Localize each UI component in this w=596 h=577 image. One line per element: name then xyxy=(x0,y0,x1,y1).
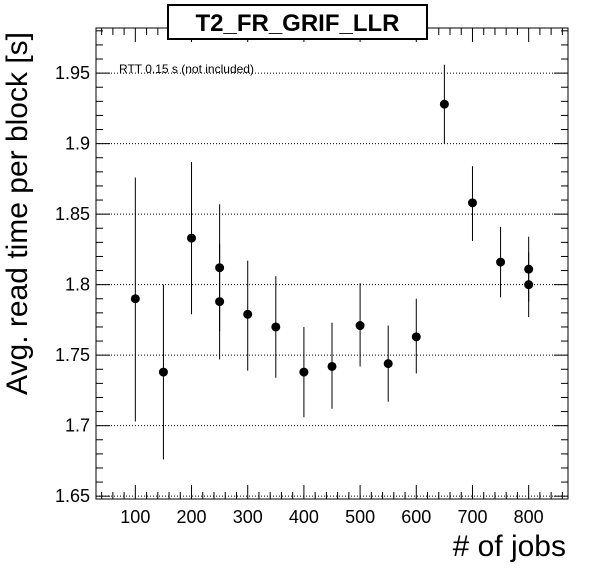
data-point xyxy=(383,359,393,369)
data-point xyxy=(158,367,168,377)
data-point xyxy=(187,233,197,243)
data-point xyxy=(524,264,534,274)
data-point xyxy=(243,309,253,319)
x-tick-label: 100 xyxy=(120,507,150,527)
annotation-rtt: RTT 0.15 s (not included) xyxy=(119,62,254,76)
data-point xyxy=(411,332,421,342)
data-point xyxy=(496,257,506,267)
y-tick-label: 1.7 xyxy=(65,416,90,436)
axis-ticks xyxy=(96,28,568,499)
y-tick-label: 1.85 xyxy=(55,204,90,224)
data-point xyxy=(215,263,225,273)
y-tick-label: 1.8 xyxy=(65,275,90,295)
x-tick-label: 700 xyxy=(457,507,487,527)
y-axis-title: Avg. read time per block [s] xyxy=(1,32,34,395)
x-tick-label: 600 xyxy=(401,507,431,527)
x-tick-label: 200 xyxy=(177,507,207,527)
y-tick-label: 1.65 xyxy=(55,486,90,506)
tick-labels: 1.65 1.7 1.75 1.8 1.85 1.9 1.95 100 200 300 400 500… xyxy=(55,63,544,527)
title-box: T2_FR_GRIF_LLR xyxy=(167,4,428,40)
data-point xyxy=(524,280,534,290)
data-point xyxy=(327,361,337,371)
data-point xyxy=(299,367,309,377)
x-tick-label: 500 xyxy=(345,507,375,527)
data-point xyxy=(467,198,477,208)
y-tick-label: 1.75 xyxy=(55,345,90,365)
data-point xyxy=(355,321,365,331)
y-tick-label: 1.9 xyxy=(65,134,90,154)
x-axis-title: # of jobs xyxy=(453,530,566,563)
x-tick-label: 800 xyxy=(514,507,544,527)
chart-title: T2_FR_GRIF_LLR xyxy=(195,10,399,37)
grid-lines xyxy=(96,72,568,497)
data-point xyxy=(130,294,140,304)
data-point xyxy=(215,297,225,307)
plot-area xyxy=(95,27,569,500)
data-point xyxy=(439,99,449,109)
data-point xyxy=(271,322,281,332)
data-points xyxy=(130,99,534,377)
y-tick-label: 1.95 xyxy=(55,63,90,83)
x-tick-label: 300 xyxy=(233,507,263,527)
x-tick-label: 400 xyxy=(289,507,319,527)
